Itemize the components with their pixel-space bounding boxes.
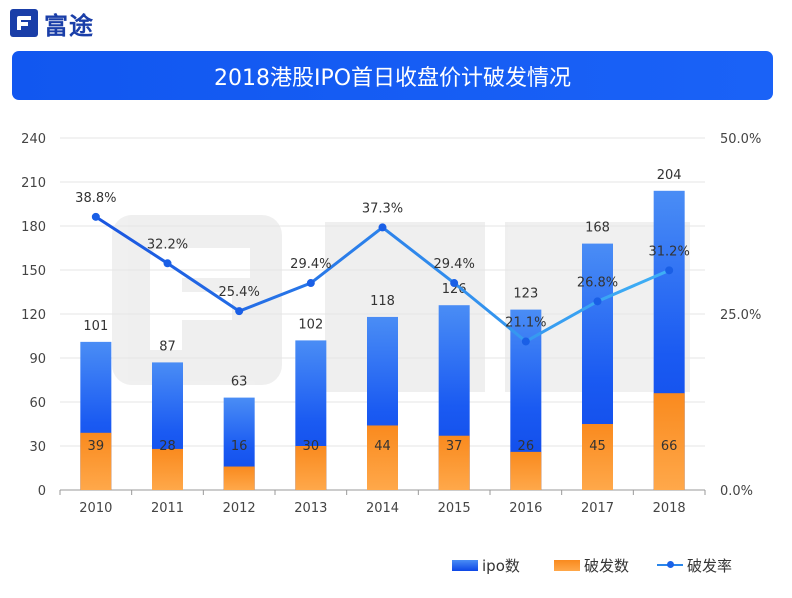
y2-tick-label: 50.0% (720, 132, 761, 147)
bar-pofa-2010 (80, 432, 112, 490)
data-label-pofa-rate: 26.8% (577, 275, 618, 290)
y-tick-label: 180 (21, 220, 46, 235)
data-label-ipo: 63 (231, 375, 248, 390)
bar-pofa-2013 (295, 446, 327, 490)
legend-pofa-count: 破发数 (554, 555, 629, 575)
legend-ipo: ipo数 (452, 555, 520, 575)
data-label-pofa-rate: 29.4% (290, 257, 331, 272)
legend-label-pofa-rate: 破发率 (687, 556, 733, 575)
legend-swatch-pofa-count (554, 559, 580, 571)
y-tick-label: 120 (21, 308, 46, 323)
y-tick-label: 240 (21, 132, 46, 147)
data-label-ipo: 102 (298, 317, 323, 332)
point-pofa-rate (665, 266, 674, 275)
bar-pofa-2011 (152, 448, 183, 490)
legend-swatch-pofa-rate (657, 560, 683, 571)
data-label-pofa-rate: 38.8% (75, 191, 116, 206)
y-tick-label: 0 (38, 484, 46, 499)
bar-pofa-2016 (510, 451, 542, 490)
bar-pofa-2014 (367, 425, 398, 490)
point-pofa-rate (235, 307, 244, 316)
brand-name: 富途 (44, 11, 94, 40)
point-pofa-rate (521, 337, 530, 346)
data-label-pofa-rate: 29.4% (434, 257, 475, 272)
data-label-pofa: 28 (159, 439, 176, 454)
chart-title: 2018港股IPO首日收盘价计破发情况 (213, 65, 572, 91)
y2-tick-label: 25.0% (720, 308, 761, 323)
y-tick-label: 60 (29, 396, 46, 411)
data-label-ipo: 101 (83, 319, 108, 334)
data-label-pofa: 44 (374, 439, 391, 454)
point-pofa-rate (306, 279, 315, 288)
data-label-ipo: 118 (370, 294, 395, 309)
y-tick-label: 210 (21, 176, 46, 191)
x-tick-label: 2013 (294, 501, 327, 516)
data-label-pofa: 30 (303, 439, 320, 454)
point-pofa-rate (91, 212, 100, 221)
x-tick-label: 2015 (438, 501, 471, 516)
bar-pofa-2018 (653, 393, 685, 490)
data-label-pofa-rate: 25.4% (219, 285, 260, 300)
data-label-pofa: 37 (446, 439, 463, 454)
futu-logo-icon (10, 9, 38, 37)
y2-tick-label: 0.0% (720, 484, 753, 499)
x-tick-label: 2016 (509, 501, 542, 516)
data-label-pofa-rate: 21.1% (505, 315, 546, 330)
bar-pofa-2015 (438, 435, 470, 490)
legend-swatch-ipo (452, 559, 478, 571)
point-pofa-rate (163, 259, 172, 268)
x-tick-label: 2012 (223, 501, 256, 516)
point-pofa-rate (378, 223, 387, 232)
legend-label-pofa-count: 破发数 (584, 556, 630, 575)
bar-pofa-2012 (223, 466, 255, 490)
point-pofa-rate (450, 279, 459, 288)
legend-pofa-rate: 破发率 (657, 555, 732, 575)
legend-label-ipo: ipo数 (482, 556, 520, 575)
data-label-ipo: 126 (442, 282, 467, 297)
data-label-pofa: 26 (518, 439, 535, 454)
data-label-ipo: 123 (513, 287, 538, 302)
point-pofa-rate (593, 297, 602, 306)
data-label-ipo: 168 (585, 221, 610, 236)
data-label-pofa-rate: 32.2% (147, 237, 188, 252)
x-tick-label: 2014 (366, 501, 399, 516)
x-tick-label: 2018 (653, 501, 686, 516)
x-tick-label: 2010 (79, 501, 112, 516)
y-tick-label: 30 (29, 440, 46, 455)
x-tick-label: 2017 (581, 501, 614, 516)
y-tick-label: 150 (21, 264, 46, 279)
data-label-pofa-rate: 31.2% (649, 244, 690, 259)
data-label-pofa: 66 (661, 439, 678, 454)
data-label-pofa: 39 (88, 439, 105, 454)
title-banner: 2018港股IPO首日收盘价计破发情况 (12, 51, 773, 100)
y-tick-label: 90 (29, 352, 46, 367)
data-label-ipo: 204 (657, 168, 682, 183)
x-tick-label: 2011 (151, 501, 184, 516)
data-label-pofa-rate: 37.3% (362, 201, 403, 216)
data-label-ipo: 87 (159, 339, 176, 354)
bar-pofa-2017 (582, 424, 613, 490)
data-label-pofa: 45 (589, 439, 606, 454)
brand-logo: 富途 (10, 8, 94, 40)
data-label-pofa: 16 (231, 439, 248, 454)
